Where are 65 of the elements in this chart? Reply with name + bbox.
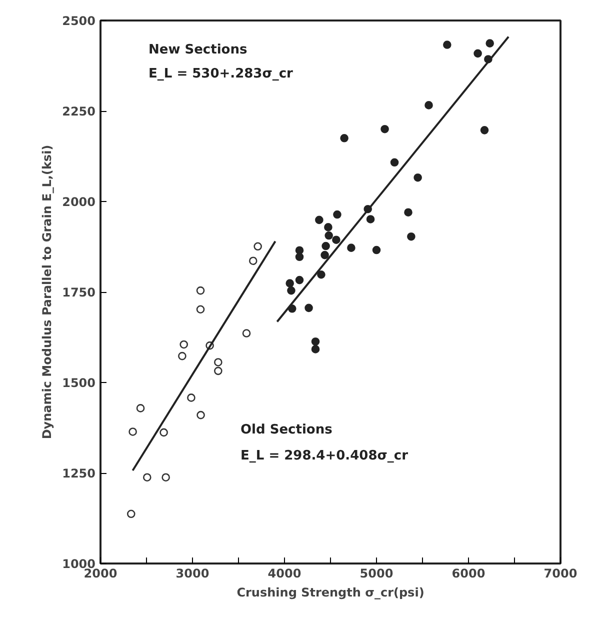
point <box>372 246 381 254</box>
point <box>390 158 399 167</box>
point <box>214 366 222 376</box>
point <box>424 101 433 110</box>
point <box>136 404 145 412</box>
point <box>414 173 422 182</box>
point <box>286 279 294 288</box>
point <box>322 242 330 250</box>
annotation: E_L = 298.4+0.408σ_cr <box>240 448 409 464</box>
point <box>242 329 251 338</box>
point <box>160 428 168 437</box>
x-tick-label: 4000 <box>268 566 302 580</box>
y-tick-label: 2000 <box>62 195 96 209</box>
point <box>315 216 324 224</box>
point <box>187 394 196 402</box>
point <box>474 49 482 58</box>
x-axis-title: Crushing Strength σ_cr(psi) <box>236 586 424 600</box>
point <box>380 124 389 134</box>
point <box>366 215 375 224</box>
annotation: E_L = 530+.283σ_cr <box>148 66 294 82</box>
x-tick-label: 7000 <box>544 566 578 580</box>
point <box>404 208 412 217</box>
point <box>254 242 262 251</box>
point <box>332 236 340 244</box>
point <box>480 126 489 134</box>
point <box>128 428 137 436</box>
point <box>126 510 136 518</box>
point <box>320 250 329 260</box>
point <box>443 40 452 49</box>
point <box>196 286 205 295</box>
annotation: Old Sections <box>240 422 333 438</box>
point <box>311 345 320 354</box>
y-tick-label: 1750 <box>62 286 96 300</box>
point <box>206 341 214 350</box>
y-tick-label: 2500 <box>62 14 96 28</box>
point <box>407 232 416 241</box>
x-tick-label: 3000 <box>176 566 210 580</box>
point <box>347 244 356 252</box>
point <box>486 39 494 48</box>
point <box>287 286 296 295</box>
point <box>196 410 205 420</box>
point <box>317 270 326 279</box>
x-tick-label: 2000 <box>84 566 118 580</box>
point <box>248 256 258 266</box>
point <box>324 231 333 240</box>
point <box>142 473 152 482</box>
point <box>180 340 188 349</box>
point <box>304 304 313 312</box>
point <box>333 210 342 219</box>
x-tick-label: 6000 <box>452 566 486 580</box>
point <box>324 223 332 232</box>
y-tick-label: 2250 <box>62 104 96 118</box>
point <box>340 134 348 142</box>
annotation: New Sections <box>148 42 248 58</box>
y-axis-title: Dynamic Modulus Parallel to Grain E_L,(ksi) <box>40 144 54 440</box>
point <box>162 473 170 482</box>
y-tick-label: 1500 <box>62 376 96 390</box>
y-tick-label: 1250 <box>62 466 96 480</box>
point <box>214 358 222 366</box>
point <box>196 305 205 314</box>
point <box>311 337 320 346</box>
x-tick-label: 5000 <box>360 566 394 580</box>
point <box>178 352 186 360</box>
point <box>295 276 304 284</box>
point <box>295 252 304 262</box>
